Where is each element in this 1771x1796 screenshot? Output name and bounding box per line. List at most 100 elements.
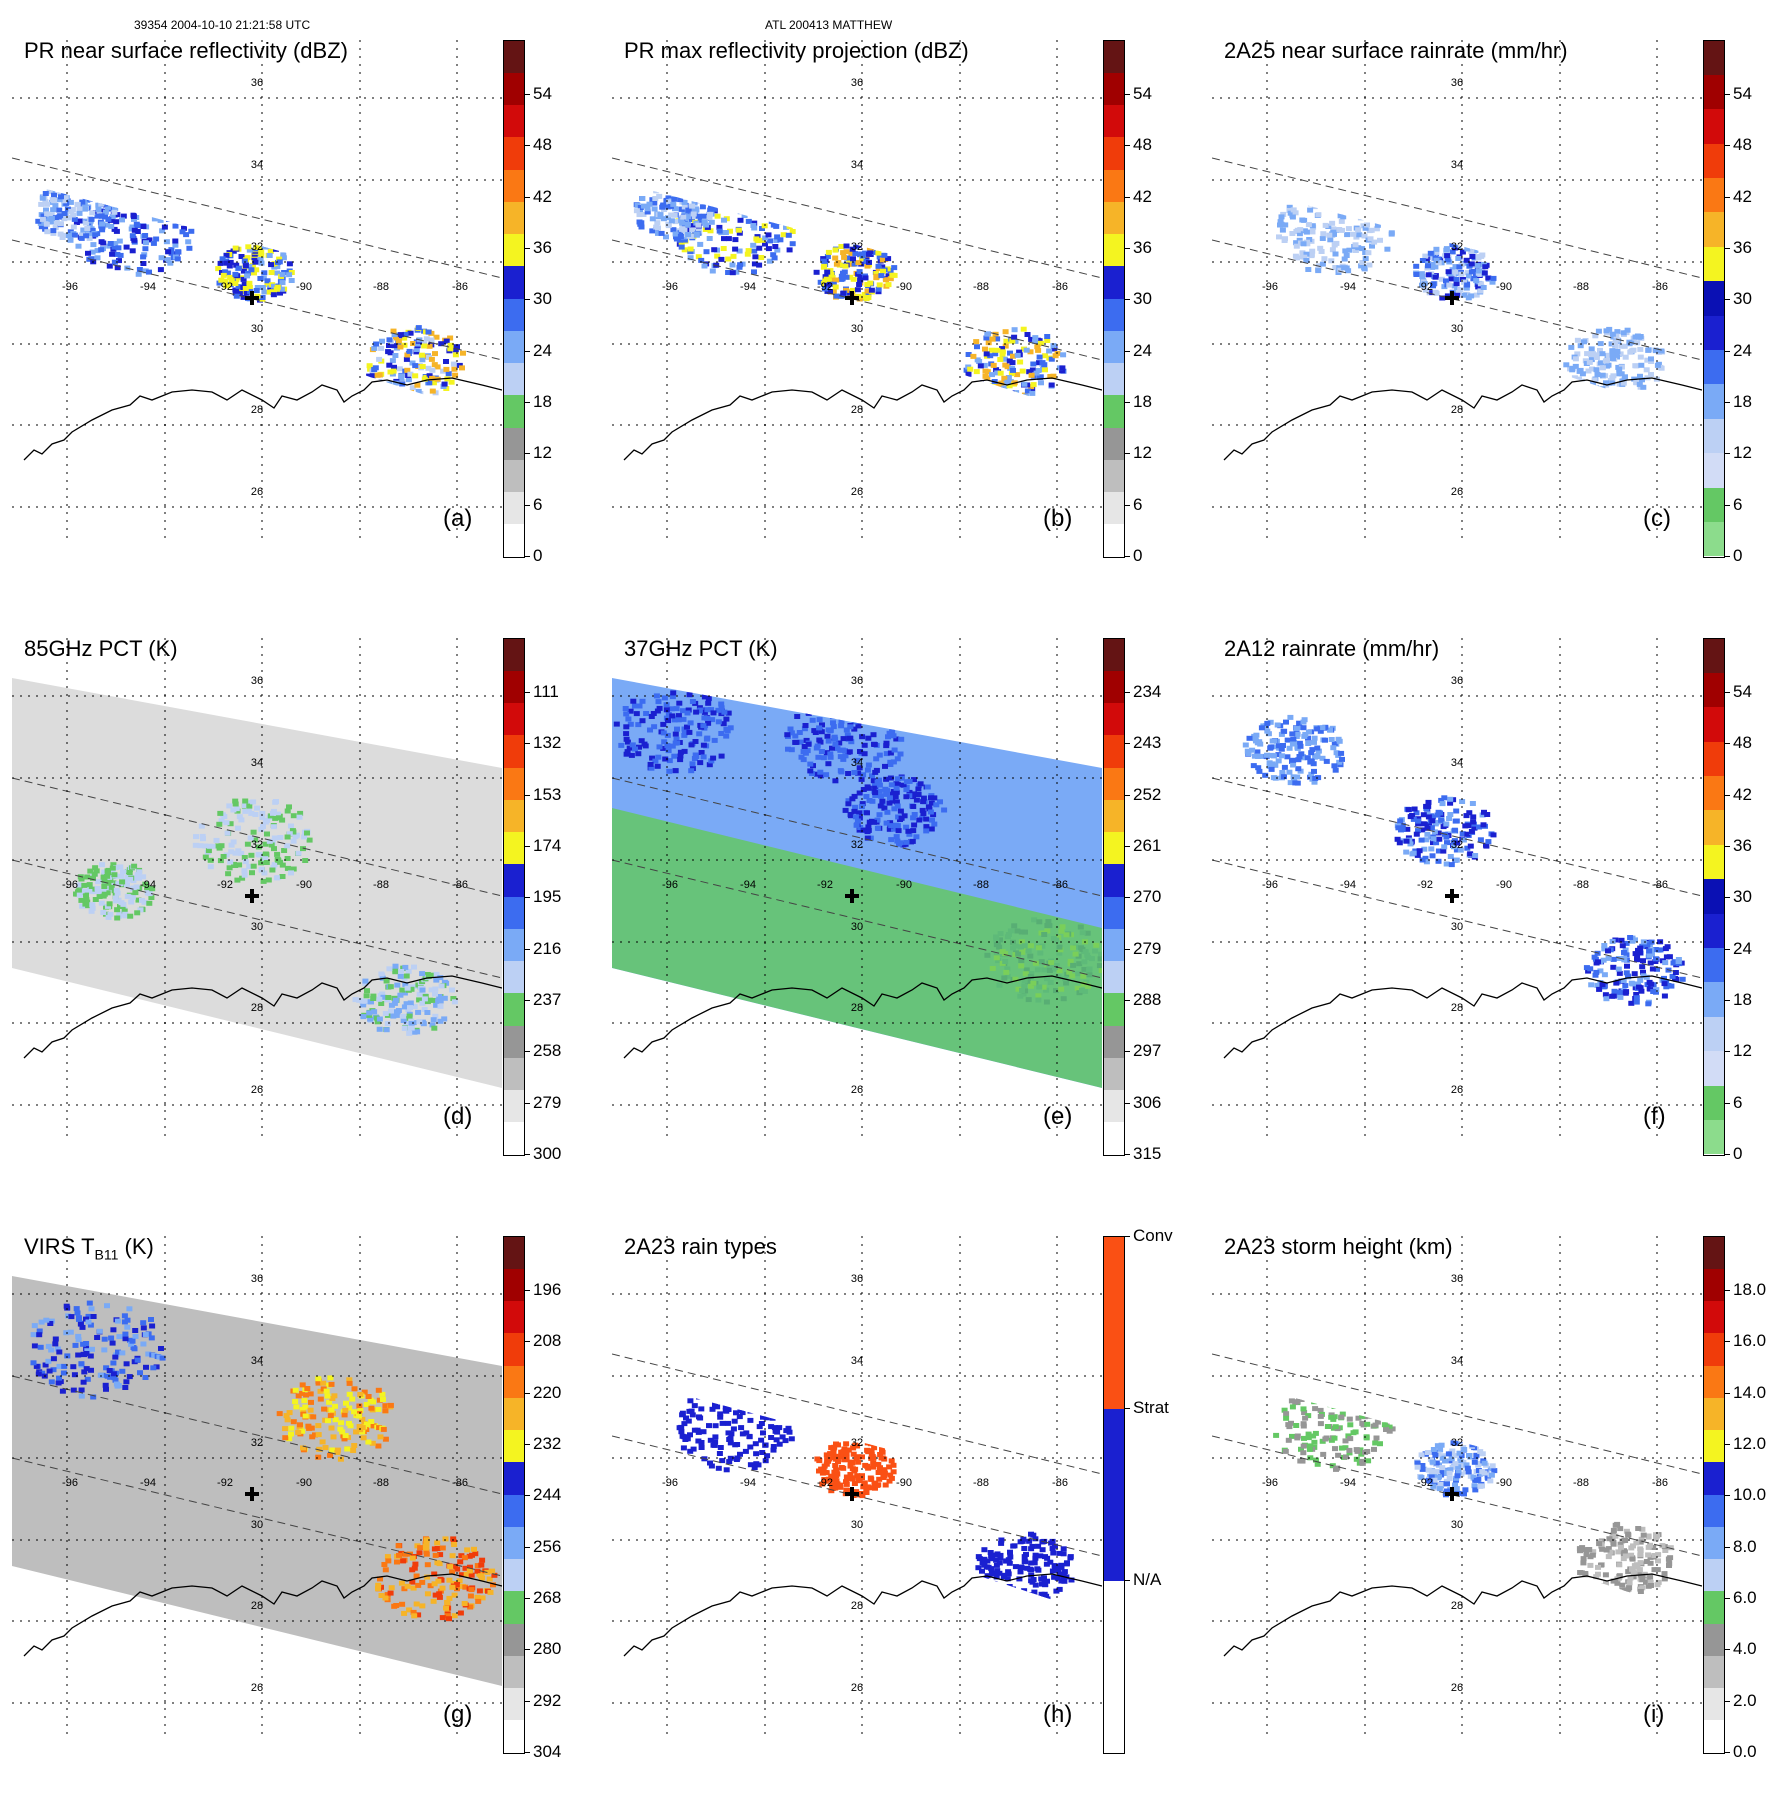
precip-cell	[733, 1397, 739, 1402]
colorbar-tick-label: 174	[533, 836, 561, 856]
precip-cell	[32, 1323, 38, 1328]
precip-cell	[655, 226, 661, 231]
precip-cell	[469, 1553, 475, 1558]
precip-cell	[471, 1547, 477, 1552]
precip-cell	[670, 182, 676, 187]
precip-cell	[443, 1536, 449, 1541]
precip-cell	[1021, 382, 1027, 387]
precip-cell	[866, 252, 872, 257]
precip-cell	[1584, 351, 1590, 356]
colorbar-tick	[525, 1341, 530, 1342]
precip-cell	[1624, 970, 1630, 975]
precip-cell	[1419, 838, 1425, 843]
precip-cell	[225, 871, 231, 876]
lat-tick-label: 32	[1451, 839, 1463, 851]
colorbar-frame	[1103, 40, 1125, 558]
precip-cell	[391, 1604, 397, 1609]
precip-cell	[107, 901, 113, 906]
precip-cell	[442, 382, 448, 387]
colorbar-tick-label: 0	[1733, 546, 1742, 566]
precip-cell	[432, 992, 438, 997]
precip-cell	[838, 768, 844, 773]
precip-cell	[768, 1394, 774, 1399]
lat-tick-label: 32	[251, 241, 263, 253]
precip-cell	[742, 1399, 748, 1404]
precip-cell	[1350, 232, 1356, 237]
precip-cell	[89, 196, 95, 201]
precip-cell	[705, 701, 711, 706]
precip-cell	[750, 243, 756, 248]
precip-cell	[260, 285, 266, 290]
precip-cell	[854, 1456, 860, 1461]
precip-cell	[710, 756, 716, 761]
precip-cell	[766, 1412, 772, 1417]
precip-cell	[324, 1389, 330, 1394]
precip-cell	[741, 1397, 747, 1402]
precip-cell	[1300, 1450, 1306, 1455]
precip-cell	[1339, 228, 1345, 233]
precip-cell	[260, 295, 266, 300]
precip-cell	[1663, 946, 1669, 951]
precip-cell	[396, 1543, 402, 1548]
precip-cell	[763, 1443, 769, 1448]
precip-cell	[457, 1559, 463, 1564]
precip-cell	[77, 211, 83, 216]
precip-cell	[1282, 765, 1288, 770]
precip-cell	[1297, 754, 1303, 759]
precip-cell	[376, 357, 382, 362]
precip-cell	[876, 264, 882, 269]
precip-cell	[698, 1406, 704, 1411]
precip-cell	[76, 1317, 82, 1322]
colorbar-tick	[525, 1290, 530, 1291]
precip-cell	[879, 711, 885, 716]
precip-cell	[1301, 720, 1307, 725]
precip-cell	[302, 1405, 308, 1410]
colorbar-tick	[525, 743, 530, 744]
precip-cell	[280, 280, 286, 285]
precip-cell	[724, 1467, 730, 1472]
precip-cell	[74, 185, 80, 190]
precip-cell	[712, 1434, 718, 1439]
colorbar-tick-label: 297	[1133, 1041, 1161, 1061]
precip-cell	[1006, 394, 1012, 399]
precip-cell	[639, 738, 645, 743]
precip-cell	[713, 1423, 719, 1428]
panel-letter-label: (g)	[443, 1701, 472, 1729]
precip-cell	[928, 810, 934, 815]
precip-cell	[699, 1445, 705, 1450]
precip-cell	[773, 224, 779, 229]
precip-cell	[51, 193, 57, 198]
precip-cell	[1359, 1414, 1365, 1419]
precip-cell	[1301, 1406, 1307, 1411]
precip-cell	[679, 187, 685, 192]
precip-cell	[114, 229, 120, 234]
precip-cell	[280, 874, 286, 879]
lon-tick-label: -94	[140, 281, 156, 293]
precip-cell	[847, 707, 853, 712]
precip-field	[1276, 192, 1665, 400]
precip-cell	[623, 711, 629, 716]
lon-tick-label: -94	[740, 879, 756, 891]
precip-cell	[488, 1590, 494, 1595]
lon-tick-label: -86	[1052, 879, 1068, 891]
precip-cell	[1338, 1415, 1344, 1420]
precip-cell	[725, 1399, 731, 1404]
precip-cell	[1481, 822, 1487, 827]
precip-cell	[1317, 199, 1323, 204]
precip-cell	[449, 1585, 455, 1590]
panel-title-text: 37GHz PCT (K)	[624, 636, 778, 661]
precip-cell	[128, 189, 134, 194]
precip-cell	[643, 711, 649, 716]
lat-tick-label: 28	[851, 404, 863, 416]
precip-cell	[61, 1364, 67, 1369]
precip-cell	[683, 186, 689, 191]
precip-cell	[1279, 753, 1285, 758]
precip-cell	[101, 884, 107, 889]
colorbar-tick	[1725, 402, 1730, 403]
precip-cell	[52, 1341, 58, 1346]
precip-cell	[640, 718, 646, 723]
precip-cell	[895, 756, 901, 761]
precip-cell	[99, 222, 105, 227]
